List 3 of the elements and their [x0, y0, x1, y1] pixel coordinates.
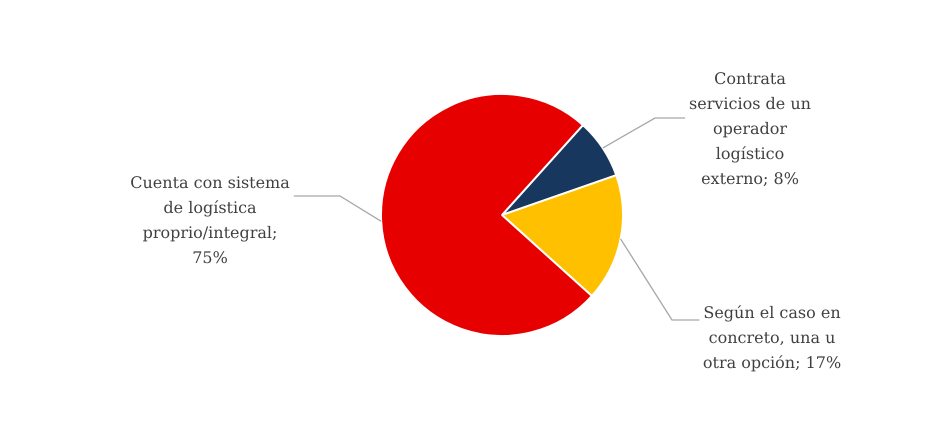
slice-label: Según el caso en concreto, una u otra opción; 17%	[702, 303, 842, 372]
slice-label: Contrata servicios de un operador logístico externo; 8%	[689, 69, 811, 188]
slice-label: Cuenta con sistema de logística proprio/integral; 75%	[130, 173, 290, 268]
